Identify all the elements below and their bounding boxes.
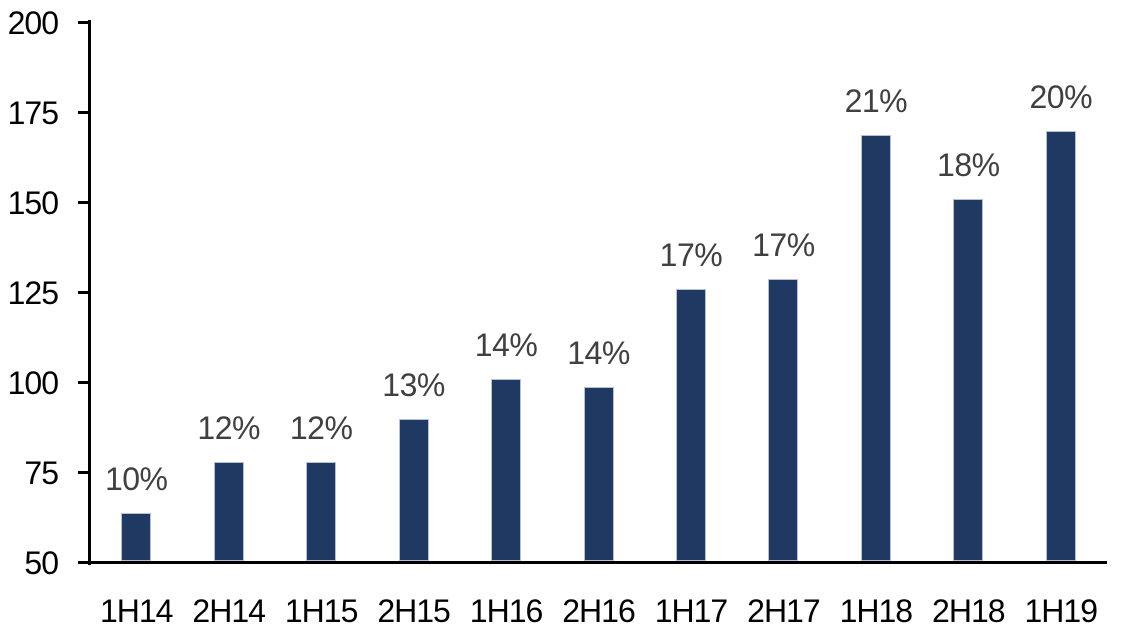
bar-value-label: 17% [659, 237, 723, 274]
y-axis-tick-label: 50 [24, 545, 59, 581]
y-axis-tick [78, 111, 90, 114]
bar-value-label: 20% [1029, 79, 1093, 115]
bar-value-label: 12% [289, 410, 353, 447]
x-axis-label: 1H14 [99, 593, 174, 629]
bar-value-label: 21% [844, 82, 908, 119]
y-axis-tick [78, 381, 90, 384]
y-axis-tick [78, 21, 90, 24]
x-axis-label: 2H17 [747, 593, 821, 629]
bar-1h15 [306, 462, 337, 561]
x-axis-line [78, 561, 1107, 564]
bar-value-label: 14% [474, 327, 538, 364]
bar-1h18 [860, 134, 891, 561]
bar-2h15 [398, 419, 429, 561]
y-axis-tick-label: 175 [7, 95, 59, 131]
bar-1h14 [121, 512, 152, 561]
x-axis-label: 1H19 [1024, 593, 1099, 629]
y-axis-tick [78, 471, 90, 474]
y-axis-tick-label: 150 [7, 185, 59, 221]
x-axis-label: 2H18 [932, 593, 1006, 629]
x-axis-label: 1H16 [469, 593, 544, 629]
bar-value-label: 13% [382, 367, 445, 403]
bar-value-label: 17% [752, 226, 815, 263]
y-axis-tick [78, 201, 90, 204]
x-axis-label: 2H14 [192, 593, 266, 629]
bar-2h14 [213, 462, 244, 561]
bar-value-label: 18% [937, 147, 1000, 184]
bar-value-label: 12% [197, 410, 260, 447]
bar-1h19 [1045, 131, 1076, 561]
bar-2h18 [953, 199, 984, 561]
bar-1h17 [675, 289, 706, 561]
bar-value-label: 10% [104, 460, 168, 497]
bar-2h16 [583, 386, 614, 561]
bar-value-label: 14% [567, 334, 630, 371]
y-axis-tick-label: 200 [7, 5, 59, 41]
x-axis-label: 2H16 [562, 593, 636, 629]
bar-2h17 [768, 278, 799, 561]
x-axis-label: 1H18 [839, 593, 914, 629]
x-axis-label: 1H15 [284, 593, 359, 629]
y-axis-tick-label: 100 [7, 365, 59, 401]
x-axis-label: 2H15 [377, 593, 451, 629]
x-axis-label: 1H17 [654, 593, 729, 629]
y-axis-tick-label: 125 [7, 275, 59, 311]
bar-1h16 [491, 379, 522, 561]
y-axis-tick [78, 561, 90, 564]
y-axis-tick-label: 75 [24, 455, 59, 491]
y-axis-tick [78, 291, 90, 294]
